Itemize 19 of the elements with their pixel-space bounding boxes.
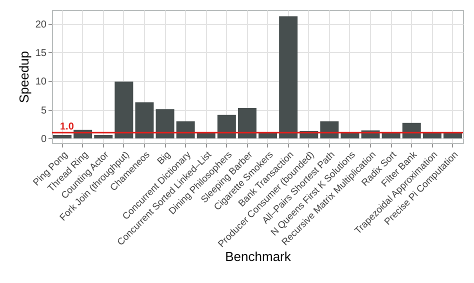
y-tick-label: 0 — [40, 134, 47, 145]
bar — [217, 114, 236, 138]
bar — [320, 121, 339, 138]
bar — [279, 16, 298, 138]
y-tick-label: 10 — [35, 76, 47, 88]
y-tick-label: 5 — [40, 105, 47, 116]
y-tick-label: 20 — [35, 19, 47, 30]
x-axis-title: Benchmark — [225, 248, 292, 264]
y-tick-label: 15 — [35, 48, 47, 59]
bar — [238, 108, 256, 138]
y-axis-title: Speedup — [16, 50, 32, 104]
bar — [53, 134, 72, 138]
ref-line-label: 1.0 — [60, 122, 74, 133]
bar — [156, 109, 174, 138]
bar — [176, 121, 195, 138]
bar — [135, 102, 154, 138]
bar — [402, 122, 421, 138]
bar — [94, 134, 113, 138]
bar — [114, 82, 134, 138]
